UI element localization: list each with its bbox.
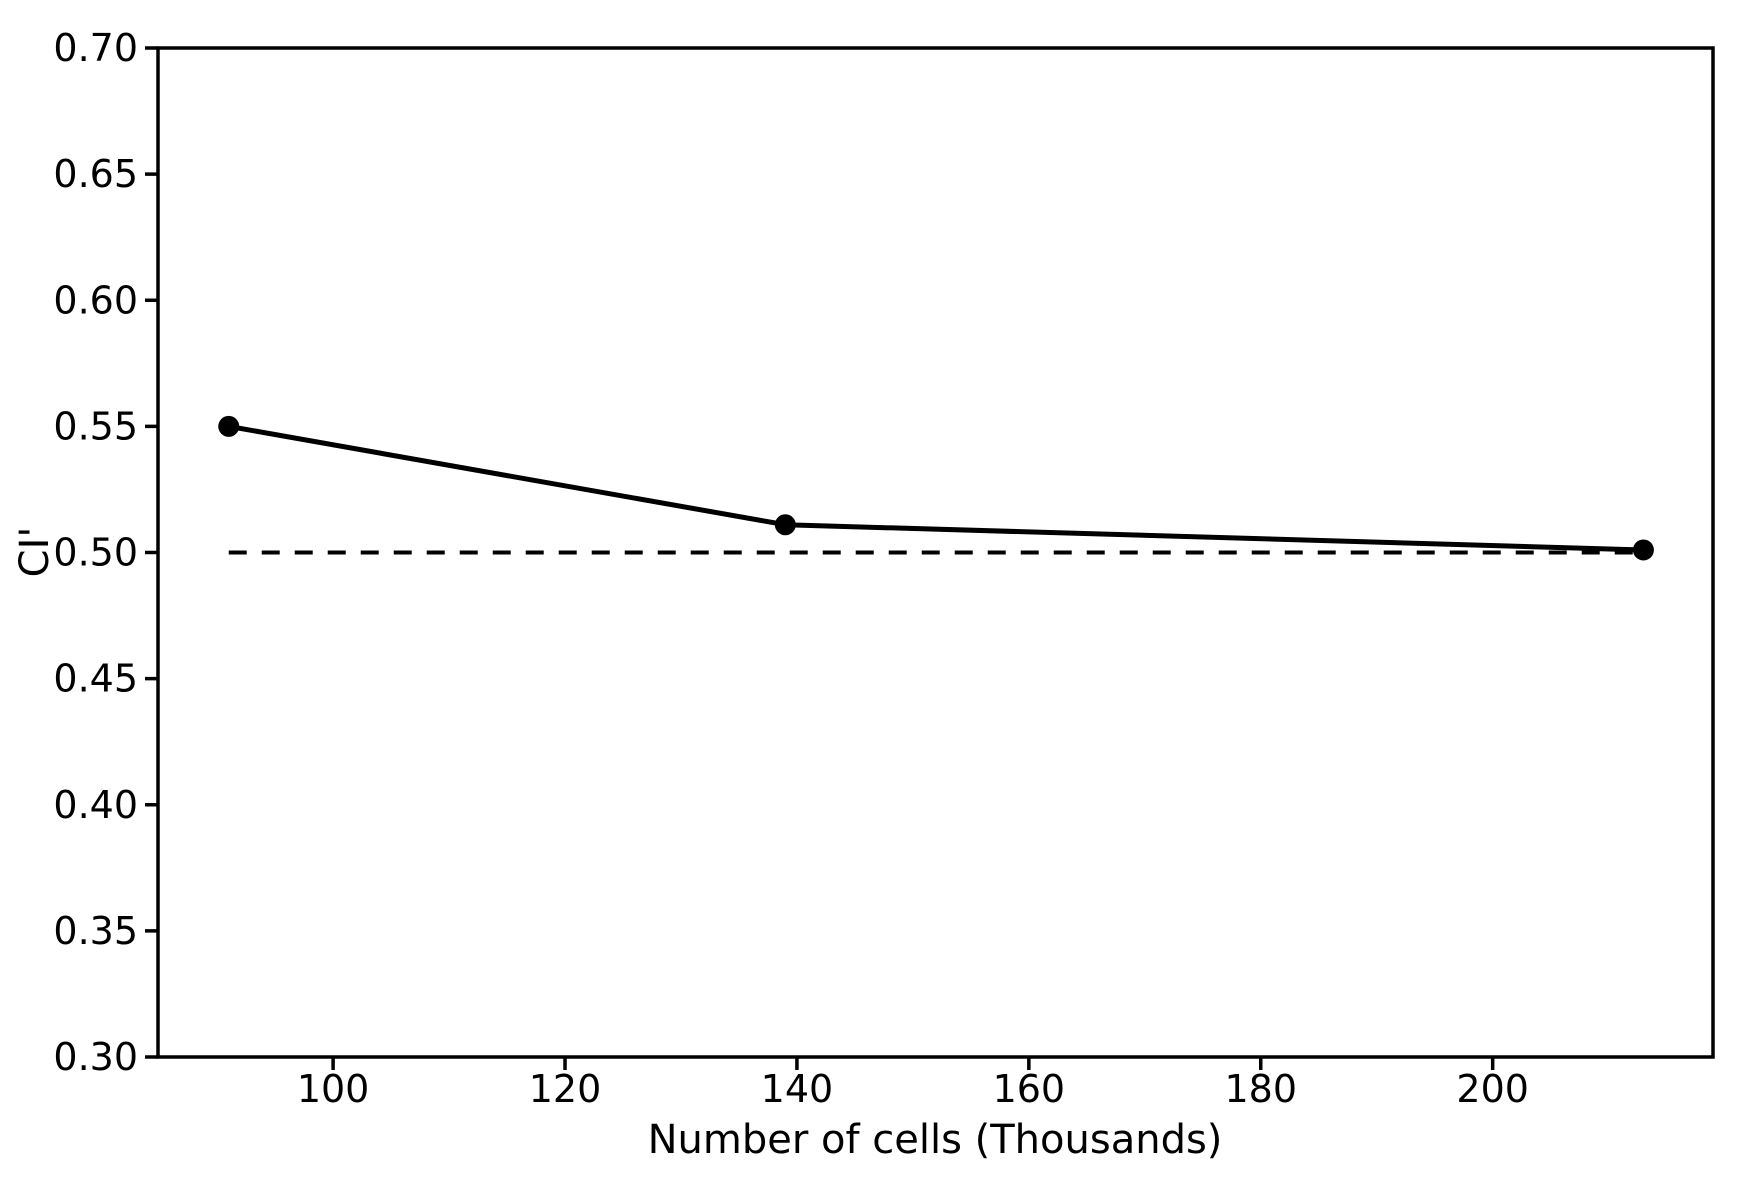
y-tick-label: 0.40 bbox=[53, 783, 138, 827]
y-tick-label: 0.70 bbox=[53, 26, 138, 70]
x-tick-label: 200 bbox=[1456, 1067, 1529, 1111]
y-tick-label: 0.50 bbox=[53, 531, 138, 575]
y-tick-label: 0.60 bbox=[53, 278, 138, 322]
y-tick-label: 0.55 bbox=[53, 404, 138, 448]
data-line bbox=[226, 423, 1646, 553]
x-axis-label: Number of cells (Thousands) bbox=[648, 1117, 1223, 1163]
plot-area: 100 120 140 160 180 200 0.30 0.35 0.40 0.45 0.50 0.… bbox=[53, 26, 1715, 1111]
x-tick-label: 100 bbox=[297, 1067, 370, 1111]
y-tick-label: 0.35 bbox=[53, 909, 138, 953]
x-tick-label: 120 bbox=[529, 1067, 602, 1111]
y-axis-label: CI' bbox=[12, 527, 58, 578]
data-point bbox=[1632, 539, 1654, 561]
x-tick-label: 160 bbox=[993, 1067, 1066, 1111]
data-point bbox=[774, 514, 796, 536]
y-tick-label: 0.65 bbox=[53, 152, 138, 196]
y-tick-label: 0.30 bbox=[53, 1035, 138, 1079]
y-tick-label: 0.45 bbox=[53, 657, 138, 701]
x-tick-label: 140 bbox=[761, 1067, 834, 1111]
data-point bbox=[218, 415, 240, 437]
x-tick-label: 180 bbox=[1224, 1067, 1297, 1111]
